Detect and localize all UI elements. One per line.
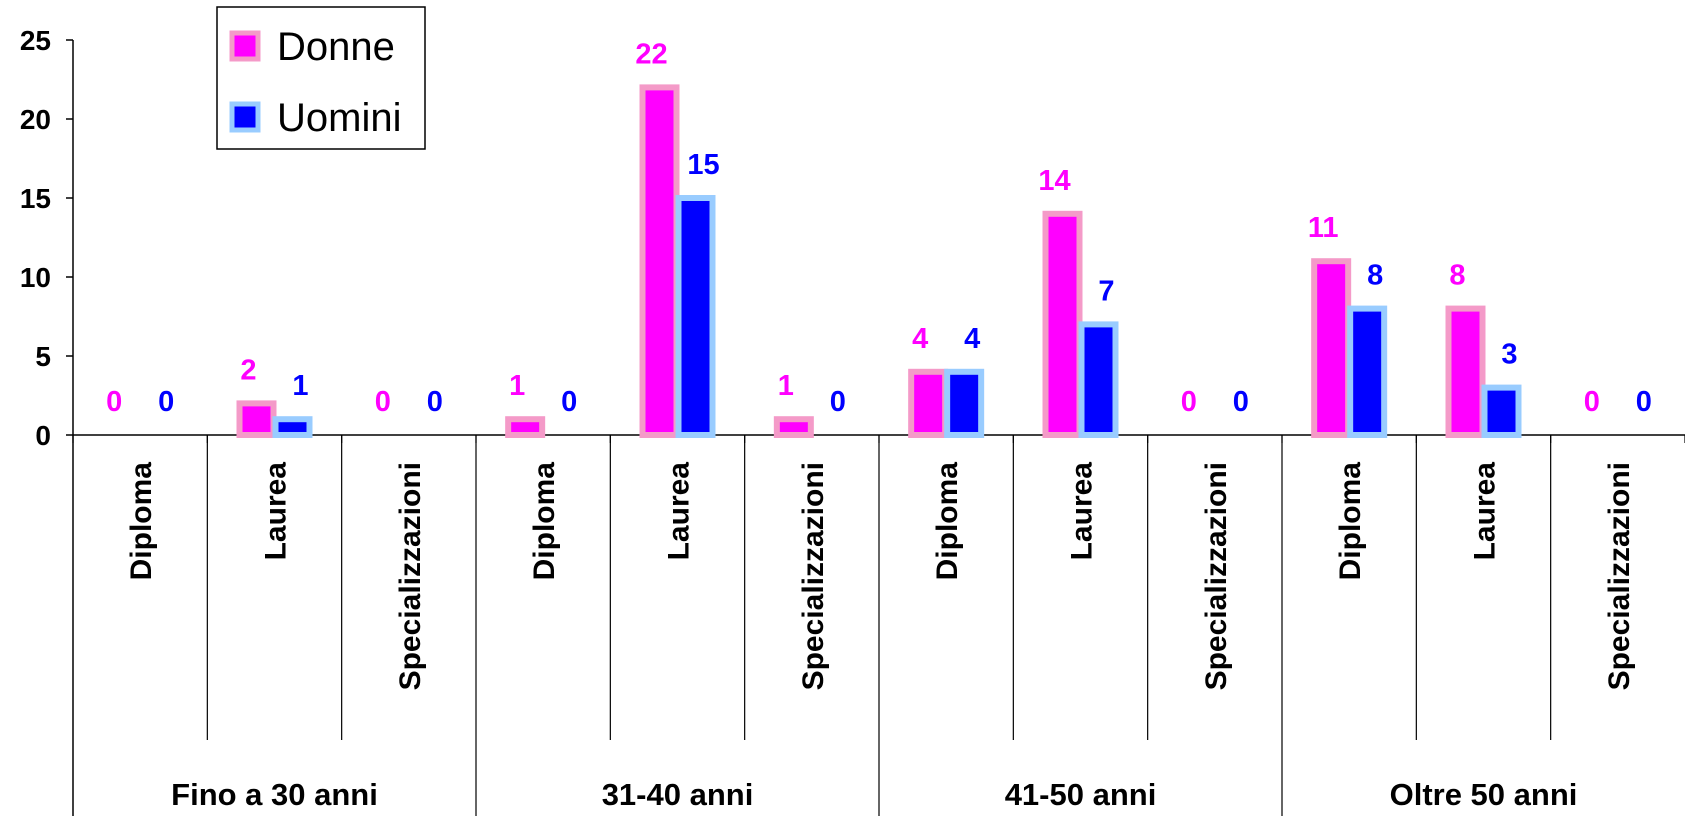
y-tick-label: 25 <box>20 25 51 56</box>
category-labels: Diploma Laurea Specializzazioni Diploma Laur… <box>125 462 1636 691</box>
group-labels: Fino a 30 anni 31-40 anni 41-50 anni Oltre … <box>171 777 1577 812</box>
data-label-uomini: 0 <box>1233 386 1249 418</box>
category-dividers <box>72 435 1685 816</box>
data-label-donne: 0 <box>1181 386 1197 418</box>
data-label-uomini: 0 <box>427 386 443 418</box>
bar-uomini <box>1078 321 1119 438</box>
legend-label-donne: Donne <box>277 25 395 69</box>
data-label-uomini: 0 <box>158 386 174 418</box>
y-tick-label: 20 <box>20 104 51 135</box>
bar-donne <box>639 84 680 439</box>
y-ticks: 0 5 10 15 20 25 <box>20 25 73 451</box>
bar-donne <box>1042 210 1083 438</box>
bar-donne <box>1311 258 1352 439</box>
category-label: Specializzazioni <box>1200 462 1233 690</box>
legend: Donne Uomini <box>216 6 426 150</box>
data-label-uomini: 1 <box>292 370 308 402</box>
data-label-donne: 2 <box>240 354 256 386</box>
bar-donne <box>773 416 814 439</box>
data-label-uomini: 0 <box>830 386 846 418</box>
data-label-donne: 22 <box>635 38 667 70</box>
data-label-donne: 0 <box>375 386 391 418</box>
data-label-uomini: 15 <box>687 149 719 181</box>
bar-uomini <box>1481 384 1522 439</box>
bar-uomini <box>1347 305 1388 439</box>
category-label: Diploma <box>931 462 964 581</box>
data-label-donne: 0 <box>1584 386 1600 418</box>
category-label: Diploma <box>125 462 158 581</box>
data-label-donne: 11 <box>1308 212 1339 244</box>
bar-uomini <box>944 368 985 438</box>
category-label: Specializzazioni <box>394 462 427 690</box>
data-label-uomini: 0 <box>1636 386 1652 418</box>
category-label: Diploma <box>528 462 561 581</box>
category-label: Laurea <box>260 462 293 561</box>
legend-swatch-uomini <box>229 101 261 133</box>
bar-donne <box>236 400 277 438</box>
bar-donne <box>908 368 949 438</box>
data-label-uomini: 4 <box>964 323 980 355</box>
group-label: Oltre 50 anni <box>1390 777 1578 812</box>
group-label: 31-40 anni <box>602 777 754 812</box>
data-label-uomini: 3 <box>1501 339 1517 371</box>
data-label-donne: 14 <box>1038 165 1070 197</box>
data-label-donne: 0 <box>106 386 122 418</box>
data-label-uomini: 0 <box>561 386 577 418</box>
bars <box>236 84 1522 439</box>
y-tick-label: 5 <box>35 341 51 372</box>
data-label-donne: 4 <box>912 323 928 355</box>
group-label: 41-50 anni <box>1005 777 1157 812</box>
bar-donne <box>505 416 546 439</box>
category-label: Diploma <box>1334 462 1367 581</box>
bar-uomini <box>272 416 313 439</box>
data-label-uomini: 8 <box>1367 260 1383 292</box>
data-label-donne: 8 <box>1449 260 1465 292</box>
legend-swatch-donne <box>229 30 261 62</box>
data-labels: 0 0 2 1 0 0 1 0 22 15 1 0 4 4 14 7 0 0 11 8 8 3 0 0 <box>106 38 1652 418</box>
y-tick-label: 15 <box>20 183 51 214</box>
legend-label-uomini: Uomini <box>277 96 401 140</box>
category-label: Laurea <box>663 462 696 561</box>
y-tick-label: 10 <box>20 262 51 293</box>
data-label-donne: 1 <box>778 370 794 402</box>
category-label: Specializzazioni <box>1603 462 1636 690</box>
bar-donne <box>1445 305 1486 439</box>
y-tick-label: 0 <box>35 420 51 451</box>
data-label-uomini: 7 <box>1098 275 1114 307</box>
bar-uomini <box>675 195 716 438</box>
data-label-donne: 1 <box>509 370 525 402</box>
category-label: Laurea <box>1469 462 1502 561</box>
group-label: Fino a 30 anni <box>171 777 378 812</box>
category-label: Laurea <box>1066 462 1099 561</box>
category-label: Specializzazioni <box>797 462 830 690</box>
